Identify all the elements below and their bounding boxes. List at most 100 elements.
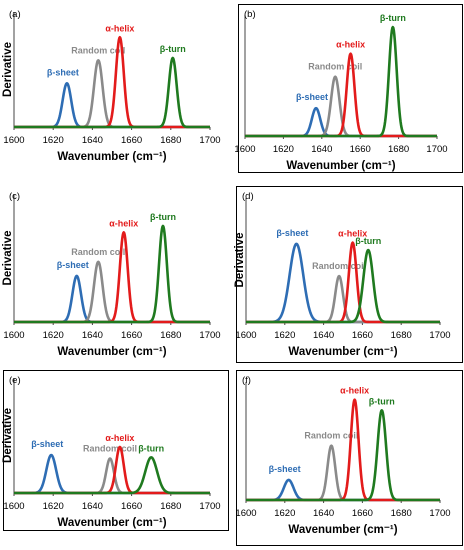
x-tick-label: 1600	[234, 144, 255, 155]
x-axis-title: Wavenumber (cm⁻¹)	[288, 346, 397, 358]
x-tick-label: 1620	[43, 501, 64, 512]
series-line-random-coil	[13, 260, 211, 324]
series-line-beta-turn	[245, 248, 441, 324]
x-tick-label: 1600	[3, 501, 24, 512]
series-label-alpha-helix: α-helix	[109, 218, 138, 228]
x-tick-label: 1700	[426, 144, 447, 155]
chart-panel-5: 1600 1620 1640 1660 1680 1700 (e) Wavenumber (c…	[2, 370, 229, 531]
series-label-random-coil: Random coil	[304, 431, 358, 441]
chart-panel-4: 1600 1620 1640 1660 1680 1700 (d) Wavenumber (c…	[234, 186, 463, 363]
x-tick-label: 1700	[429, 330, 450, 341]
x-tick-label: 1600	[235, 330, 256, 341]
chart-panel-2: 1600 1620 1640 1660 1680 1700 (b) Wavenumber (c…	[234, 4, 463, 173]
series-label-beta-turn: β-turn	[150, 212, 176, 222]
panel-frame	[3, 370, 229, 531]
panel-frame	[236, 370, 463, 546]
x-tick-label: 1600	[3, 330, 24, 341]
series-label-alpha-helix: α-helix	[338, 229, 367, 239]
series-label-random-coil: Random coil	[83, 444, 137, 454]
x-tick-label: 1680	[388, 144, 409, 155]
x-tick-label: 1680	[160, 135, 181, 146]
x-tick-label: 1620	[43, 330, 64, 341]
series-line-beta-sheet	[245, 242, 441, 324]
series-line-beta-turn	[244, 25, 438, 138]
panel-frame	[236, 186, 463, 363]
x-tick-label: 1640	[311, 144, 332, 155]
x-tick-label: 1660	[121, 501, 142, 512]
series-label-alpha-helix: α-helix	[105, 433, 134, 443]
x-tick-label: 1620	[43, 135, 64, 146]
series-label-beta-sheet: β-sheet	[47, 67, 79, 77]
x-axis-title: Wavenumber (cm⁻¹)	[57, 151, 166, 163]
x-axis-title: Wavenumber (cm⁻¹)	[286, 160, 395, 172]
x-tick-label: 1660	[352, 330, 373, 341]
panel-frame	[238, 4, 463, 173]
x-tick-label: 1640	[82, 330, 103, 341]
series-line-random-coil	[244, 75, 438, 138]
series-label-random-coil: Random coil	[312, 261, 366, 271]
x-tick-label: 1700	[199, 330, 220, 341]
x-tick-label: 1640	[313, 330, 334, 341]
series-line-beta-sheet	[13, 274, 211, 324]
x-tick-label: 1680	[160, 330, 181, 341]
panel-label: (d)	[242, 191, 254, 202]
chart-panel-1: 1600 1620 1640 1660 1680 1700 (a) Wavenumber (c…	[2, 9, 221, 163]
series-label-random-coil: Random coil	[71, 45, 125, 55]
panel-label: (e)	[9, 375, 21, 386]
x-tick-label: 1700	[199, 135, 220, 146]
chart-panel-6: 1600 1620 1640 1660 1680 1700 (f) Wavenumber (c…	[235, 370, 463, 546]
x-tick-label: 1620	[274, 508, 295, 519]
series-label-beta-sheet: β-sheet	[276, 228, 308, 238]
series-line-alpha-helix	[245, 398, 441, 502]
x-tick-label: 1600	[3, 135, 24, 146]
x-tick-label: 1660	[121, 330, 142, 341]
series-line-beta-turn	[245, 409, 441, 502]
chart-panel-3: 1600 1620 1640 1660 1680 1700 (c) Wavenumber (c…	[2, 191, 221, 358]
series-line-beta-turn	[13, 56, 211, 129]
x-tick-label: 1680	[391, 330, 412, 341]
panel-label: (f)	[242, 375, 251, 386]
series-label-beta-sheet: β-sheet	[31, 439, 63, 449]
series-line-beta-turn	[13, 456, 211, 495]
series-label-alpha-helix: α-helix	[340, 386, 369, 396]
y-axis-title: Derivative	[2, 231, 14, 286]
panel-label: (a)	[9, 9, 21, 20]
series-line-alpha-helix	[245, 241, 441, 324]
series-label-beta-sheet: β-sheet	[57, 260, 89, 270]
series-label-beta-turn: β-turn	[160, 44, 186, 54]
series-label-beta-sheet: β-sheet	[269, 464, 301, 474]
series-label-alpha-helix: α-helix	[105, 23, 134, 33]
x-tick-label: 1600	[235, 508, 256, 519]
series-label-beta-turn: β-turn	[380, 13, 406, 23]
x-tick-label: 1640	[82, 501, 103, 512]
series-line-alpha-helix	[13, 231, 211, 324]
series-label-beta-sheet: β-sheet	[296, 92, 328, 102]
y-axis-title: Derivative	[2, 408, 14, 463]
y-axis-title: Derivative	[234, 233, 246, 288]
x-tick-label: 1680	[160, 501, 181, 512]
x-tick-label: 1640	[82, 135, 103, 146]
x-tick-label: 1660	[350, 144, 371, 155]
x-tick-label: 1620	[274, 330, 295, 341]
x-axis-title: Wavenumber (cm⁻¹)	[57, 517, 166, 529]
x-axis-title: Wavenumber (cm⁻¹)	[288, 524, 397, 536]
x-tick-label: 1660	[352, 508, 373, 519]
series-label-beta-turn: β-turn	[355, 236, 381, 246]
x-tick-label: 1700	[199, 501, 220, 512]
panel-label: (c)	[9, 191, 20, 202]
series-label-random-coil: Random coil	[308, 62, 362, 72]
panel-label: (b)	[244, 9, 256, 20]
series-label-beta-turn: β-turn	[369, 396, 395, 406]
x-tick-label: 1640	[313, 508, 334, 519]
series-line-beta-turn	[13, 224, 211, 324]
x-tick-label: 1660	[121, 135, 142, 146]
series-label-alpha-helix: α-helix	[336, 40, 365, 50]
x-tick-label: 1700	[429, 508, 450, 519]
x-tick-label: 1680	[391, 508, 412, 519]
series-label-random-coil: Random coil	[71, 247, 125, 257]
y-axis-title: Derivative	[2, 42, 14, 97]
x-axis-title: Wavenumber (cm⁻¹)	[57, 346, 166, 358]
series-label-beta-turn: β-turn	[138, 443, 164, 453]
x-tick-label: 1620	[273, 144, 294, 155]
